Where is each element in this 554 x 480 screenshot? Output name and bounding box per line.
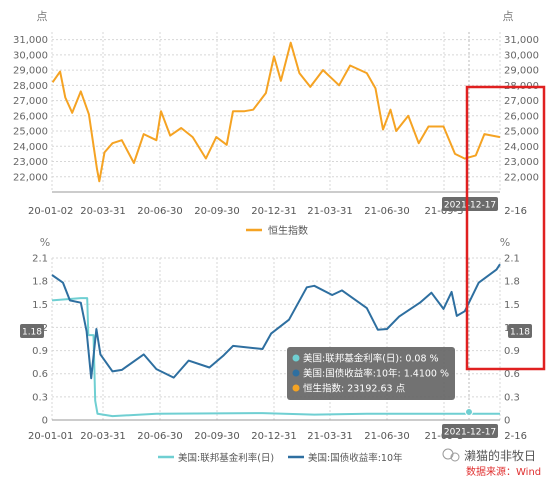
rates-ytick-left: 0: [42, 416, 48, 427]
rates-series: [51, 263, 501, 418]
hsi-ytick-left: 25,000: [13, 127, 48, 138]
hsi-ytick-left: 27,000: [13, 96, 48, 107]
rates-value-tag-right: 1.18: [508, 324, 532, 338]
rates-ytick-left: 1.8: [32, 277, 48, 288]
hsi-xtick: 21-06-30: [364, 206, 409, 217]
hsi-ytick-right: 30,000: [504, 50, 539, 61]
hsi-crosshair-date: 2021-12-17: [444, 201, 496, 211]
hsi-ytick-left: 22,000: [13, 172, 48, 183]
rates-series-1: [51, 263, 501, 380]
rates-legend-label-fedfunds: 美国:联邦基金利率(日): [178, 452, 274, 464]
hsi-ytick-right: 25,000: [504, 127, 539, 138]
rates-xtick: 20-06-30: [137, 431, 182, 442]
rates-ytick-right: 1.8: [504, 277, 520, 288]
hsi-xtick: 20-01-02: [28, 206, 73, 217]
hsi-xtick: 21-03-31: [307, 206, 352, 217]
hsi-ytick-right: 31,000: [504, 35, 539, 46]
watermark-source: 数据来源：Wind: [466, 465, 541, 478]
tooltip-marker-fedfunds: [292, 354, 300, 362]
hsi-ytick-right: 24,000: [504, 142, 539, 153]
wechat-icon-bubble: [450, 452, 460, 462]
rates-ytick-right: 0.6: [504, 369, 520, 380]
tooltip-bg: [287, 347, 455, 400]
hsi-ytick-right: 29,000: [504, 66, 539, 77]
hsi-crosshair-tag-bg: [442, 197, 498, 211]
rates-value-tag-left: 1.18: [20, 324, 44, 338]
rates-value-tag-left-text: 1.18: [22, 328, 42, 338]
rates-legend: 美国:联邦基金利率(日) 美国:国债收益率:10年: [158, 452, 403, 464]
hsi-crosshair-tag: 2021-12-17: [442, 197, 498, 211]
hsi-ytick-left: 30,000: [13, 50, 48, 61]
hsi-ytick-right: 22,000: [504, 172, 539, 183]
rates-ytick-right: 1.5: [504, 300, 520, 311]
hsi-ytick-right: 23,000: [504, 157, 539, 168]
watermark: 濑猫的非牧日 数据来源：Wind: [442, 448, 541, 478]
rates-legend-label-treasury: 美国:国债收益率:10年: [308, 452, 403, 464]
watermark-author: 濑猫的非牧日: [464, 448, 536, 463]
hsi-unit-left: 点: [37, 10, 48, 23]
hsi-xtick: 2-16: [504, 206, 527, 217]
rates-xtick: 21-06-30: [364, 431, 409, 442]
hsi-xtick: 20-03-31: [80, 206, 125, 217]
rates-xtick: 21-03-31: [307, 431, 352, 442]
rates-unit-left: %: [40, 236, 50, 249]
hsi-xtick: 21-09-3: [424, 206, 463, 217]
tooltip-marker-hsi: [292, 384, 300, 392]
highlight-box: [465, 85, 546, 371]
hsi-ytick-left: 29,000: [13, 66, 48, 77]
rates-chart: % % 000.30.30.60.60.90.91.21.21.51.51.81…: [20, 236, 532, 464]
rates-ytick-right: 0.9: [504, 346, 520, 357]
rates-value-tag-right-text: 1.18: [510, 328, 530, 338]
hsi-xtick: 20-12-31: [251, 206, 296, 217]
rates-crosshair-tag: 2021-12-17: [442, 424, 498, 438]
rates-ytick-left: 1.5: [32, 300, 48, 311]
hsi-grid: [51, 32, 501, 192]
hsi-series-0: [51, 41, 501, 183]
hsi-x-ticks: 20-01-02 20-03-31 20-06-30 20-09-30 20-12-31…: [28, 206, 527, 217]
rates-y-ticks: 000.30.30.60.60.90.91.21.21.51.51.81.82.…: [32, 254, 520, 427]
rates-ytick-left: 0.9: [32, 346, 48, 357]
rates-crosshair-tag-bg: [442, 424, 498, 438]
rates-xtick: 20-12-31: [251, 431, 296, 442]
hsi-xtick: 20-06-30: [137, 206, 182, 217]
hsi-ytick-left: 26,000: [13, 111, 48, 122]
hsi-xtick: 20-09-30: [194, 206, 239, 217]
hsi-series: [51, 41, 501, 183]
rates-value-tag-right-bg: [508, 324, 532, 338]
rates-ytick-right: 0.3: [504, 392, 520, 403]
rates-xtick: 20-09-30: [194, 431, 239, 442]
hsi-ytick-left: 24,000: [13, 142, 48, 153]
hsi-legend-label: 恒生指数: [268, 224, 308, 237]
rates-series-0: [51, 297, 500, 418]
tooltip-row-fedfunds: 美国:联邦基金利率(日): 0.08 %: [303, 353, 439, 365]
hsi-ytick-left: 28,000: [13, 81, 48, 92]
rates-xtick: 20-01-01: [28, 431, 73, 442]
rates-xtick: 2-16: [504, 431, 527, 442]
tooltip: 美国:联邦基金利率(日): 0.08 % 美国:国债收益率:10年: 1.410…: [287, 347, 455, 400]
hsi-chart: 点 点 22,000 22,000 23,000 23,000 24,000 24,000…: [13, 10, 539, 237]
hsi-legend: 恒生指数: [246, 224, 308, 237]
rates-ytick-right: 0: [504, 416, 510, 427]
rates-ytick-right: 2.1: [504, 254, 520, 265]
rates-value-tag-left-bg: [20, 324, 44, 338]
rates-xtick: 20-03-31: [80, 431, 125, 442]
rates-ytick-left: 0.3: [32, 392, 48, 403]
rates-ytick-left: 0.6: [32, 369, 48, 380]
hsi-unit-right: 点: [503, 10, 514, 23]
rates-unit-right: %: [500, 236, 510, 249]
hsi-ytick-right: 26,000: [504, 111, 539, 122]
rates-ytick-left: 2.1: [32, 254, 48, 265]
rates-crosshair-date: 2021-12-17: [444, 428, 496, 438]
hsi-ytick-left: 23,000: [13, 157, 48, 168]
rates-crosshair-dot: [465, 408, 473, 416]
hsi-ytick-right: 27,000: [504, 96, 539, 107]
tooltip-row-treasury: 美国:国债收益率:10年: 1.4100 %: [303, 368, 449, 380]
tooltip-marker-treasury: [292, 369, 300, 377]
wechat-icon: [442, 448, 454, 460]
hsi-ytick-left: 31,000: [13, 35, 48, 46]
tooltip-row-hsi: 恒生指数: 23192.63 点: [303, 383, 406, 395]
